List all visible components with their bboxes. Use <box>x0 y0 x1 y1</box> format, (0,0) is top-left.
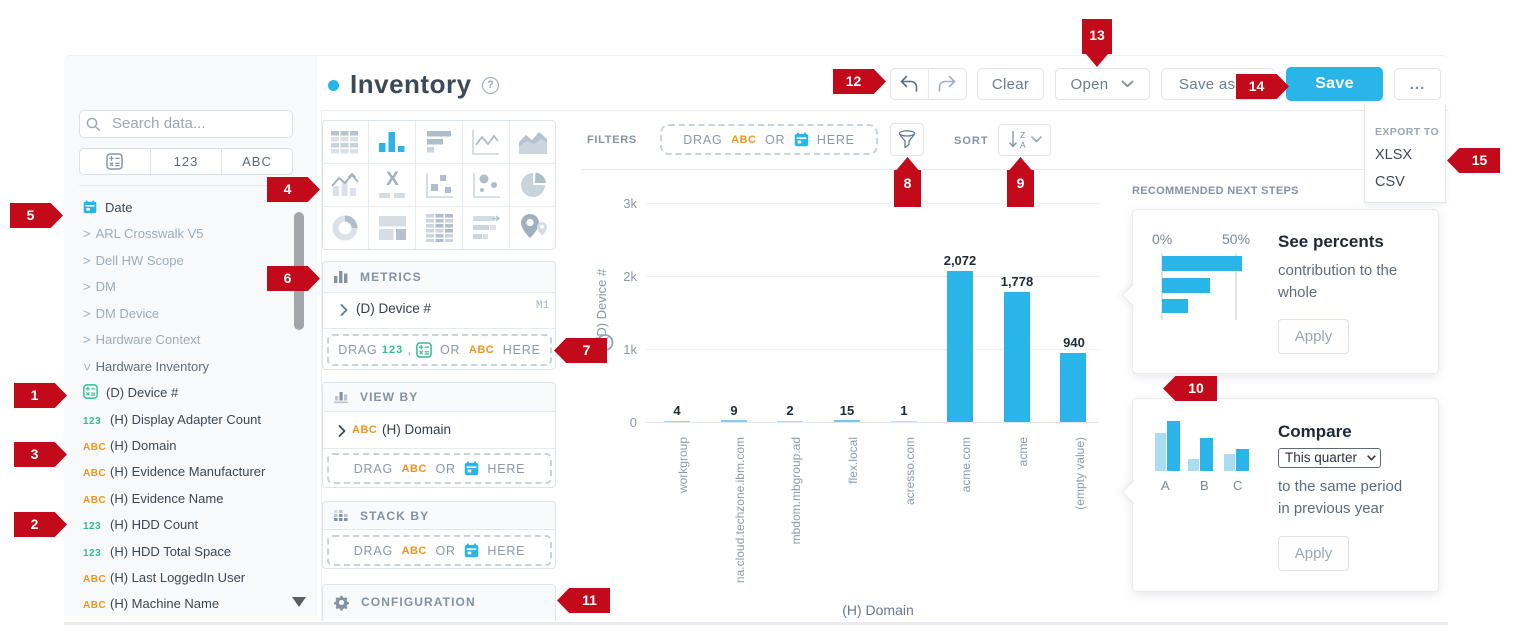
svg-text:A: A <box>1020 140 1026 150</box>
svg-text:Z: Z <box>1020 130 1026 140</box>
